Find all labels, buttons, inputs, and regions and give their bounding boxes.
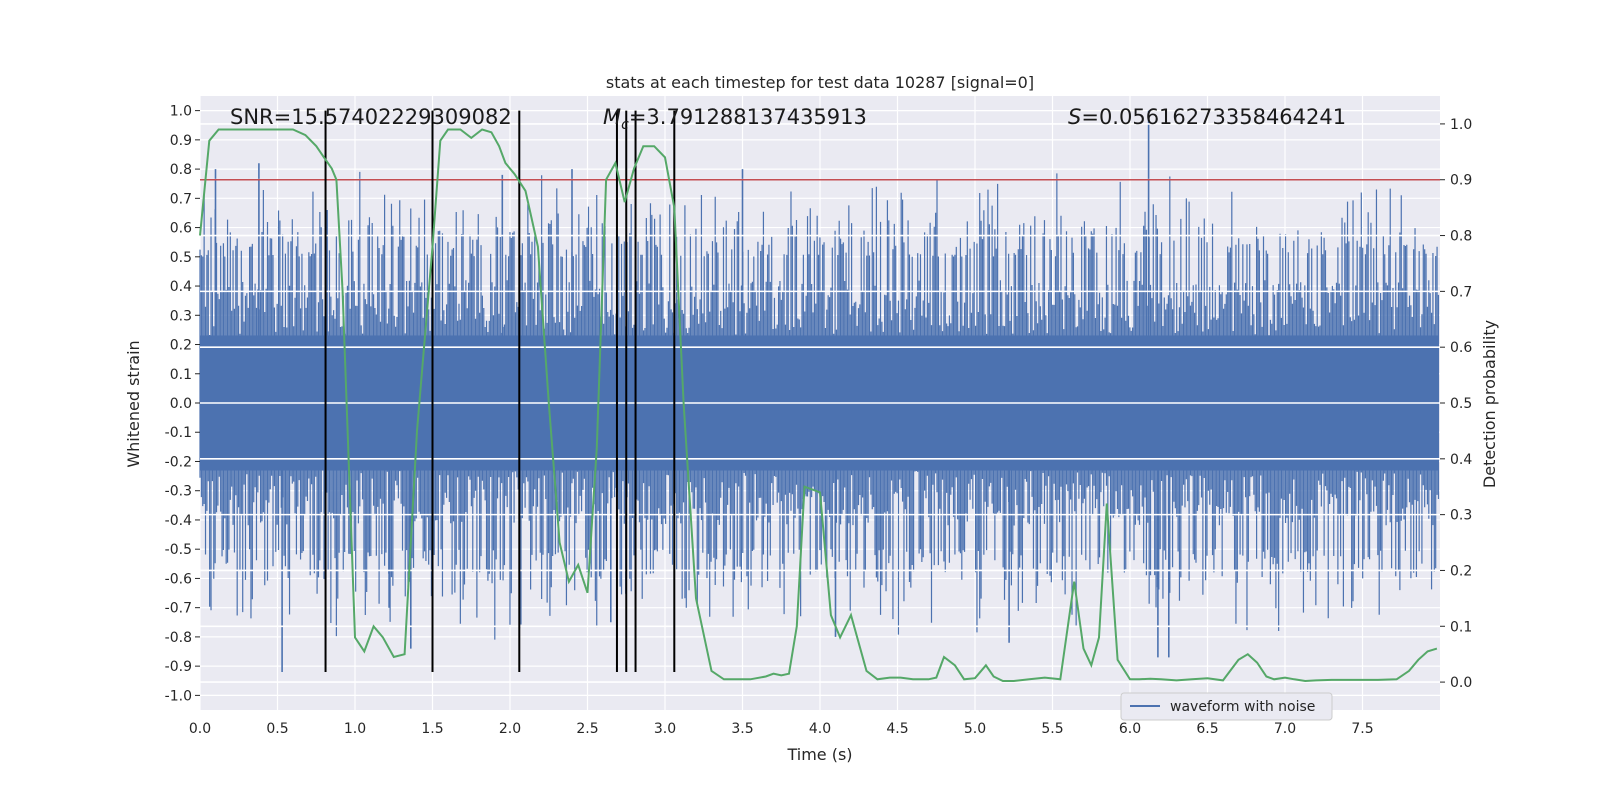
x-tick-label: 3.0 [654, 721, 676, 737]
x-tick-label: 4.5 [886, 721, 908, 737]
y-left-tick-label: 0.3 [170, 308, 192, 324]
x-tick-label: 6.5 [1196, 721, 1218, 737]
snr-annotation: SNR=15.57402229309082 [230, 105, 512, 129]
axis-ticks: 0.0 0.5 1.0 1.5 2.0 2.5 3.0 3.5 4.0 4.5 5.0 5.5 6.0 6… [165, 104, 1473, 737]
y-left-tick-label: 0.9 [170, 133, 192, 149]
y-right-tick-label: 0.1 [1450, 619, 1472, 635]
x-tick-label: 7.0 [1274, 721, 1296, 737]
y-left-tick-label: -0.4 [165, 513, 192, 529]
probability-series [199, 128, 1438, 683]
x-tick-label: 2.0 [499, 721, 521, 737]
y-right-tick-label: 1.0 [1450, 117, 1472, 133]
x-axis-label: Time (s) [786, 745, 852, 764]
y-right-tick-label: 0.0 [1450, 675, 1472, 691]
y-left-tick-label: 0.5 [170, 250, 192, 266]
x-tick-label: 2.5 [576, 721, 598, 737]
x-tick-label: 5.5 [1041, 721, 1063, 737]
y-left-tick-label: -0.3 [165, 484, 192, 500]
x-tick-label: 6.0 [1119, 721, 1141, 737]
y-left-tick-label: -1.0 [165, 688, 192, 704]
chirp-mass-symbol: M [603, 105, 621, 129]
y-right-tick-label: 0.7 [1450, 284, 1472, 300]
chirp-mass-value: =3.791288137435913 [629, 105, 867, 129]
y-left-tick-label: 0.7 [170, 191, 192, 207]
y-left-tick-label: 0.1 [170, 367, 192, 383]
y-right-tick-label: 0.8 [1450, 229, 1472, 245]
x-tick-label: 0.5 [266, 721, 288, 737]
y-left-tick-label: -0.5 [165, 542, 192, 558]
s-symbol: S [1068, 105, 1081, 129]
y-left-tick-label: -0.2 [165, 454, 192, 470]
y-left-tick-label: 0.4 [170, 279, 192, 295]
y-left-tick-label: 0.8 [170, 162, 192, 178]
y-right-tick-label: 0.5 [1450, 396, 1472, 412]
y-left-tick-label: -0.6 [165, 571, 192, 587]
y-right-tick-label: 0.9 [1450, 173, 1472, 189]
y-right-tick-label: 0.2 [1450, 563, 1472, 579]
legend-waveform-label: waveform with noise [1170, 699, 1315, 715]
y-left-tick-label: -0.9 [165, 659, 192, 675]
y-left-tick-label: -0.8 [165, 630, 192, 646]
x-tick-label: 5.0 [964, 721, 986, 737]
chirp-mass-subscript: c [621, 117, 629, 133]
y-right-tick-label: 0.4 [1450, 452, 1472, 468]
y-right-tick-label: 0.3 [1450, 508, 1472, 524]
s-annotation: S=0.05616273358464241 [1068, 105, 1346, 129]
s-value: =0.05616273358464241 [1081, 105, 1346, 129]
probability-line [199, 128, 1438, 683]
y-right-tick-label: 0.6 [1450, 340, 1472, 356]
y-left-tick-label: 0.2 [170, 338, 192, 354]
y-left-tick-label: -0.1 [165, 425, 192, 441]
y-axis-left-label: Whitened strain [124, 340, 143, 467]
x-tick-label: 4.0 [809, 721, 831, 737]
waveform-spikes [214, 110, 1170, 672]
y-left-tick-label: 0.0 [170, 396, 192, 412]
x-tick-label: 1.0 [344, 721, 366, 737]
chirp-mass-annotation: Mc=3.791288137435913 [603, 105, 867, 133]
y-left-tick-label: 1.0 [170, 104, 192, 120]
legend: waveform with noise [1120, 692, 1333, 721]
chart-title: stats at each timestep for test data 102… [606, 73, 1034, 92]
x-tick-label: 7.5 [1351, 721, 1373, 737]
x-tick-label: 3.5 [731, 721, 753, 737]
y-axis-right-label: Detection probability [1480, 320, 1499, 488]
x-tick-label: 0.0 [189, 721, 211, 737]
x-tick-label: 1.5 [421, 721, 443, 737]
y-left-tick-label: -0.7 [165, 601, 192, 617]
legend-box [1120, 692, 1333, 721]
y-left-tick-label: 0.6 [170, 221, 192, 237]
